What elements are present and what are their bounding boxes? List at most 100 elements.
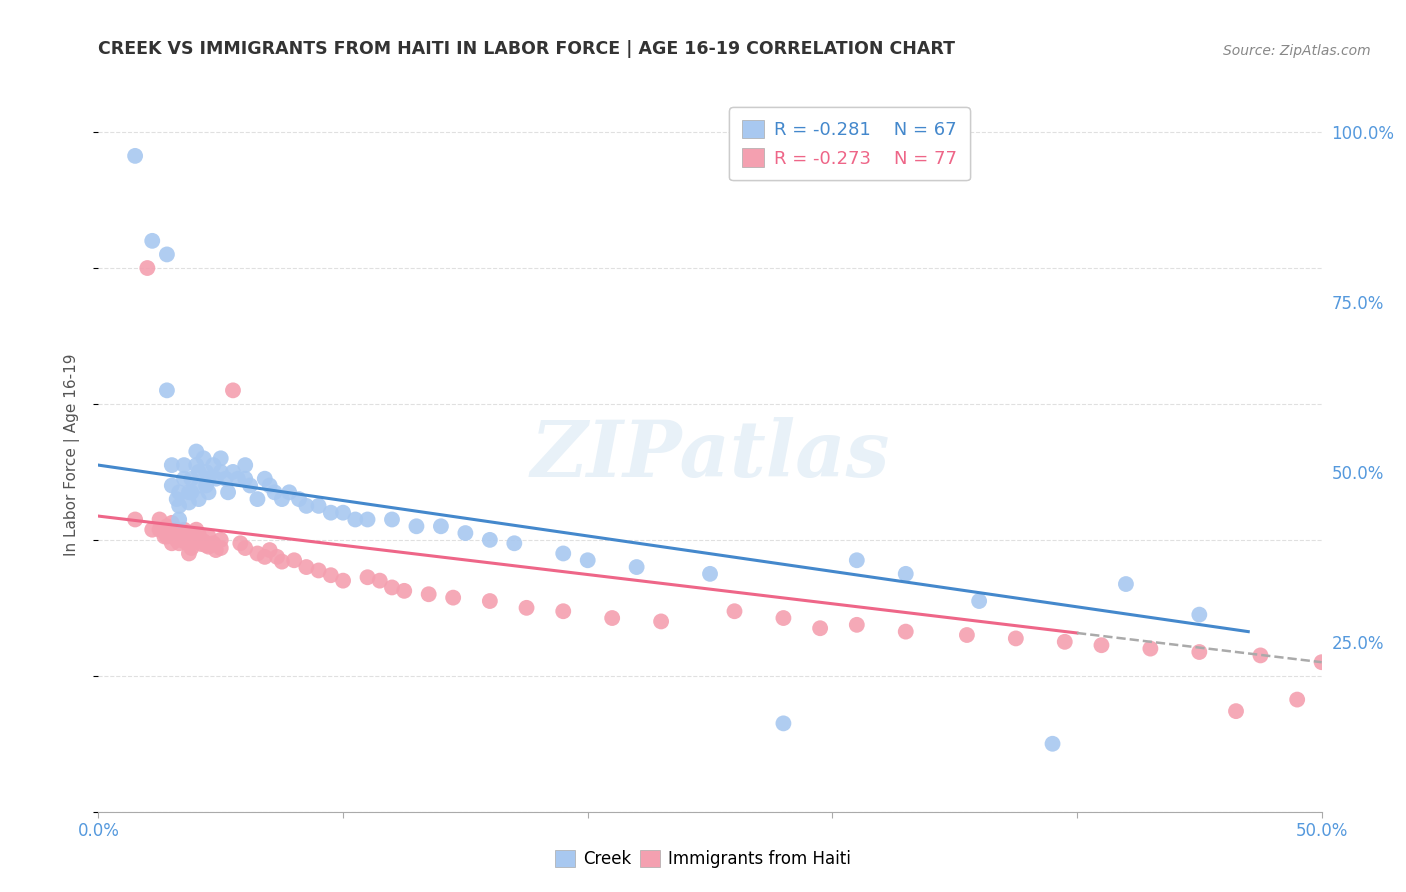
Point [173,458,195,472]
Point [894,624,917,639]
Point [209,541,232,555]
Point [156,519,179,533]
Point [167,536,190,550]
Point [167,526,190,541]
Point [141,234,163,248]
Legend: R = -0.281    N = 67, R = -0.273    N = 77: R = -0.281 N = 67, R = -0.273 N = 77 [730,107,970,180]
Point [283,553,305,567]
Point [160,516,183,530]
Point [332,574,354,588]
Point [368,574,391,588]
Point [149,512,172,526]
Point [187,465,209,479]
Point [295,560,318,574]
Point [1225,704,1247,718]
Point [772,611,794,625]
Y-axis label: In Labor Force | Age 16-19: In Labor Force | Age 16-19 [63,353,80,557]
Point [381,581,404,595]
Point [197,529,219,543]
Point [156,529,179,543]
Point [845,617,868,632]
Point [1115,577,1137,591]
Point [205,472,228,486]
Point [956,628,979,642]
Point [156,384,179,398]
Point [772,716,794,731]
Point [124,512,146,526]
Point [202,458,225,472]
Point [1188,607,1211,622]
Point [177,485,200,500]
Point [266,549,288,564]
Point [173,523,195,537]
Point [167,485,190,500]
Point [186,458,208,472]
Point [197,472,219,486]
Point [263,485,285,500]
Point [195,478,218,492]
Point [319,568,342,582]
Point [124,149,146,163]
Point [160,536,183,550]
Point [186,444,208,458]
Point [226,472,249,486]
Point [503,536,526,550]
Point [1188,645,1211,659]
Point [177,495,200,509]
Point [233,458,256,472]
Point [173,472,195,486]
Point [180,485,202,500]
Point [259,543,281,558]
Point [177,536,200,550]
Point [253,549,276,564]
Point [553,604,575,618]
Point [222,465,245,479]
Point [845,553,868,567]
Point [187,478,209,492]
Point [197,485,219,500]
Point [356,570,378,584]
Point [195,538,218,552]
Point [723,604,745,618]
Point [205,543,228,558]
Point [180,472,202,486]
Point [1310,655,1333,669]
Point [193,451,215,466]
Point [246,492,269,507]
Point [405,519,427,533]
Point [270,492,294,507]
Point [478,533,501,547]
Text: CREEK VS IMMIGRANTS FROM HAITI IN LABOR FORCE | AGE 16-19 CORRELATION CHART: CREEK VS IMMIGRANTS FROM HAITI IN LABOR … [98,40,956,58]
Point [167,499,190,513]
Point [193,534,215,549]
Point [967,594,990,608]
Point [278,485,301,500]
Point [180,529,202,543]
Point [1053,635,1076,649]
Text: Source: ZipAtlas.com: Source: ZipAtlas.com [1223,44,1371,58]
Point [381,512,404,526]
Point [454,526,477,541]
Point [344,512,367,526]
Point [229,536,252,550]
Point [233,541,256,555]
Point [270,555,294,569]
Point [190,537,212,551]
Point [233,472,256,486]
Point [166,523,188,537]
Point [180,541,202,555]
Point [356,512,378,526]
Point [894,566,917,581]
Point [418,587,440,601]
Point [209,465,232,479]
Point [1090,638,1112,652]
Point [430,519,453,533]
Point [1042,737,1064,751]
Point [246,546,269,560]
Point [295,499,318,513]
Point [1286,692,1309,706]
Point [209,451,232,466]
Point [515,600,537,615]
Point [167,512,190,526]
Point [259,478,281,492]
